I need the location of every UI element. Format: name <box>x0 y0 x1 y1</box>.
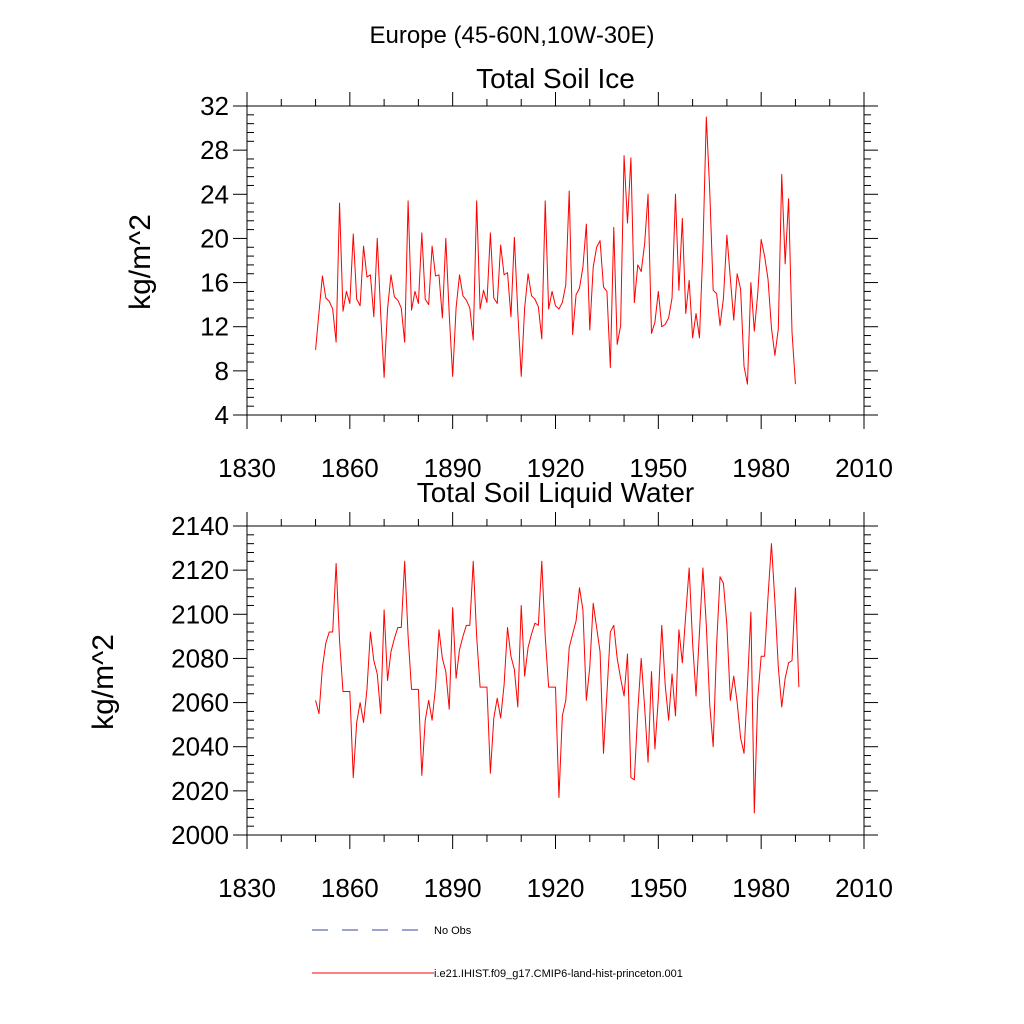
y-tick-label: 8 <box>215 356 229 386</box>
y-tick-label: 2020 <box>171 776 229 806</box>
x-tick-label: 1860 <box>321 873 379 903</box>
y-tick-label: 28 <box>200 135 229 165</box>
series-line <box>315 543 800 814</box>
y-tick-label: 24 <box>200 179 229 209</box>
page-title: Europe (45-60N,10W-30E) <box>369 22 654 49</box>
plot-frame <box>246 525 865 836</box>
y-tick-label: 2060 <box>171 688 229 718</box>
x-tick-label: 1980 <box>732 873 790 903</box>
legend-label-no-obs: No Obs <box>434 925 472 937</box>
x-tick-label: 1890 <box>424 453 482 483</box>
series-line <box>315 116 796 385</box>
y-tick-label: 2100 <box>171 599 229 629</box>
chart-title: Total Soil Liquid Water <box>417 477 695 508</box>
legend: No Obs i.e21.IHIST.f09_g17.CMIP6-land-hi… <box>312 925 683 980</box>
x-tick-label: 1980 <box>732 453 790 483</box>
x-tick-label: 1950 <box>629 453 687 483</box>
y-tick-label: 32 <box>200 91 229 121</box>
x-tick-label: 1830 <box>218 873 276 903</box>
y-axis-label: kg/m^2 <box>87 634 120 730</box>
y-tick-label: 16 <box>200 268 229 298</box>
y-tick-label: 2140 <box>171 511 229 541</box>
x-tick-label: 2010 <box>835 453 893 483</box>
y-axis-label: kg/m^2 <box>124 214 157 310</box>
panel-total-soil-liquid-water: Total Soil Liquid Water 1830 1860 1890 1920 1… <box>87 477 893 903</box>
panel-total-soil-ice: Total Soil Ice 1830 1860 1890 1920 1950 1980 20… <box>124 63 893 483</box>
x-tick-label: 1890 <box>424 873 482 903</box>
y-tick-label: 20 <box>200 223 229 253</box>
y-tick-label: 2040 <box>171 732 229 762</box>
y-tick-label: 2120 <box>171 555 229 585</box>
x-tick-label: 1950 <box>629 873 687 903</box>
legend-label-model: i.e21.IHIST.f09_g17.CMIP6-land-hist-prin… <box>434 968 683 980</box>
plot-frame <box>246 105 865 416</box>
x-tick-label: 1920 <box>527 873 585 903</box>
y-tick-label: 2080 <box>171 643 229 673</box>
y-tick-label: 2000 <box>171 820 229 850</box>
y-tick-label: 4 <box>215 400 229 430</box>
x-tick-label: 1860 <box>321 453 379 483</box>
chart-title: Total Soil Ice <box>476 63 635 94</box>
x-tick-label: 1920 <box>527 453 585 483</box>
x-tick-label: 2010 <box>835 873 893 903</box>
y-tick-label: 12 <box>200 312 229 342</box>
x-tick-label: 1830 <box>218 453 276 483</box>
